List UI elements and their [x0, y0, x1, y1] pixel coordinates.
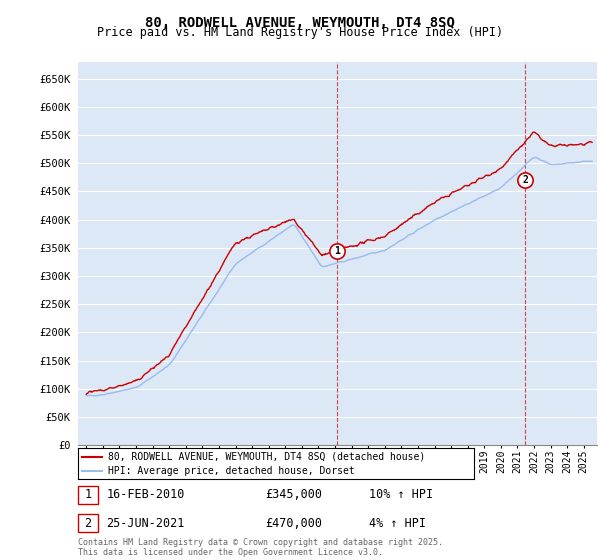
Text: 25-JUN-2021: 25-JUN-2021 — [107, 516, 185, 530]
Text: 1: 1 — [84, 488, 91, 501]
Text: 16-FEB-2010: 16-FEB-2010 — [107, 488, 185, 501]
Text: £470,000: £470,000 — [265, 516, 322, 530]
Text: 2: 2 — [84, 516, 91, 530]
Text: 1: 1 — [334, 246, 340, 255]
Text: Contains HM Land Registry data © Crown copyright and database right 2025.
This d: Contains HM Land Registry data © Crown c… — [78, 538, 443, 557]
Text: 10% ↑ HPI: 10% ↑ HPI — [368, 488, 433, 501]
Text: 80, RODWELL AVENUE, WEYMOUTH, DT4 8SQ (detached house): 80, RODWELL AVENUE, WEYMOUTH, DT4 8SQ (d… — [108, 451, 425, 461]
Text: 4% ↑ HPI: 4% ↑ HPI — [368, 516, 425, 530]
FancyBboxPatch shape — [78, 514, 98, 533]
Text: £345,000: £345,000 — [265, 488, 322, 501]
Text: 2: 2 — [523, 175, 529, 185]
Text: HPI: Average price, detached house, Dorset: HPI: Average price, detached house, Dors… — [108, 466, 355, 476]
FancyBboxPatch shape — [78, 486, 98, 504]
Text: Price paid vs. HM Land Registry's House Price Index (HPI): Price paid vs. HM Land Registry's House … — [97, 26, 503, 39]
Text: 80, RODWELL AVENUE, WEYMOUTH, DT4 8SQ: 80, RODWELL AVENUE, WEYMOUTH, DT4 8SQ — [145, 16, 455, 30]
